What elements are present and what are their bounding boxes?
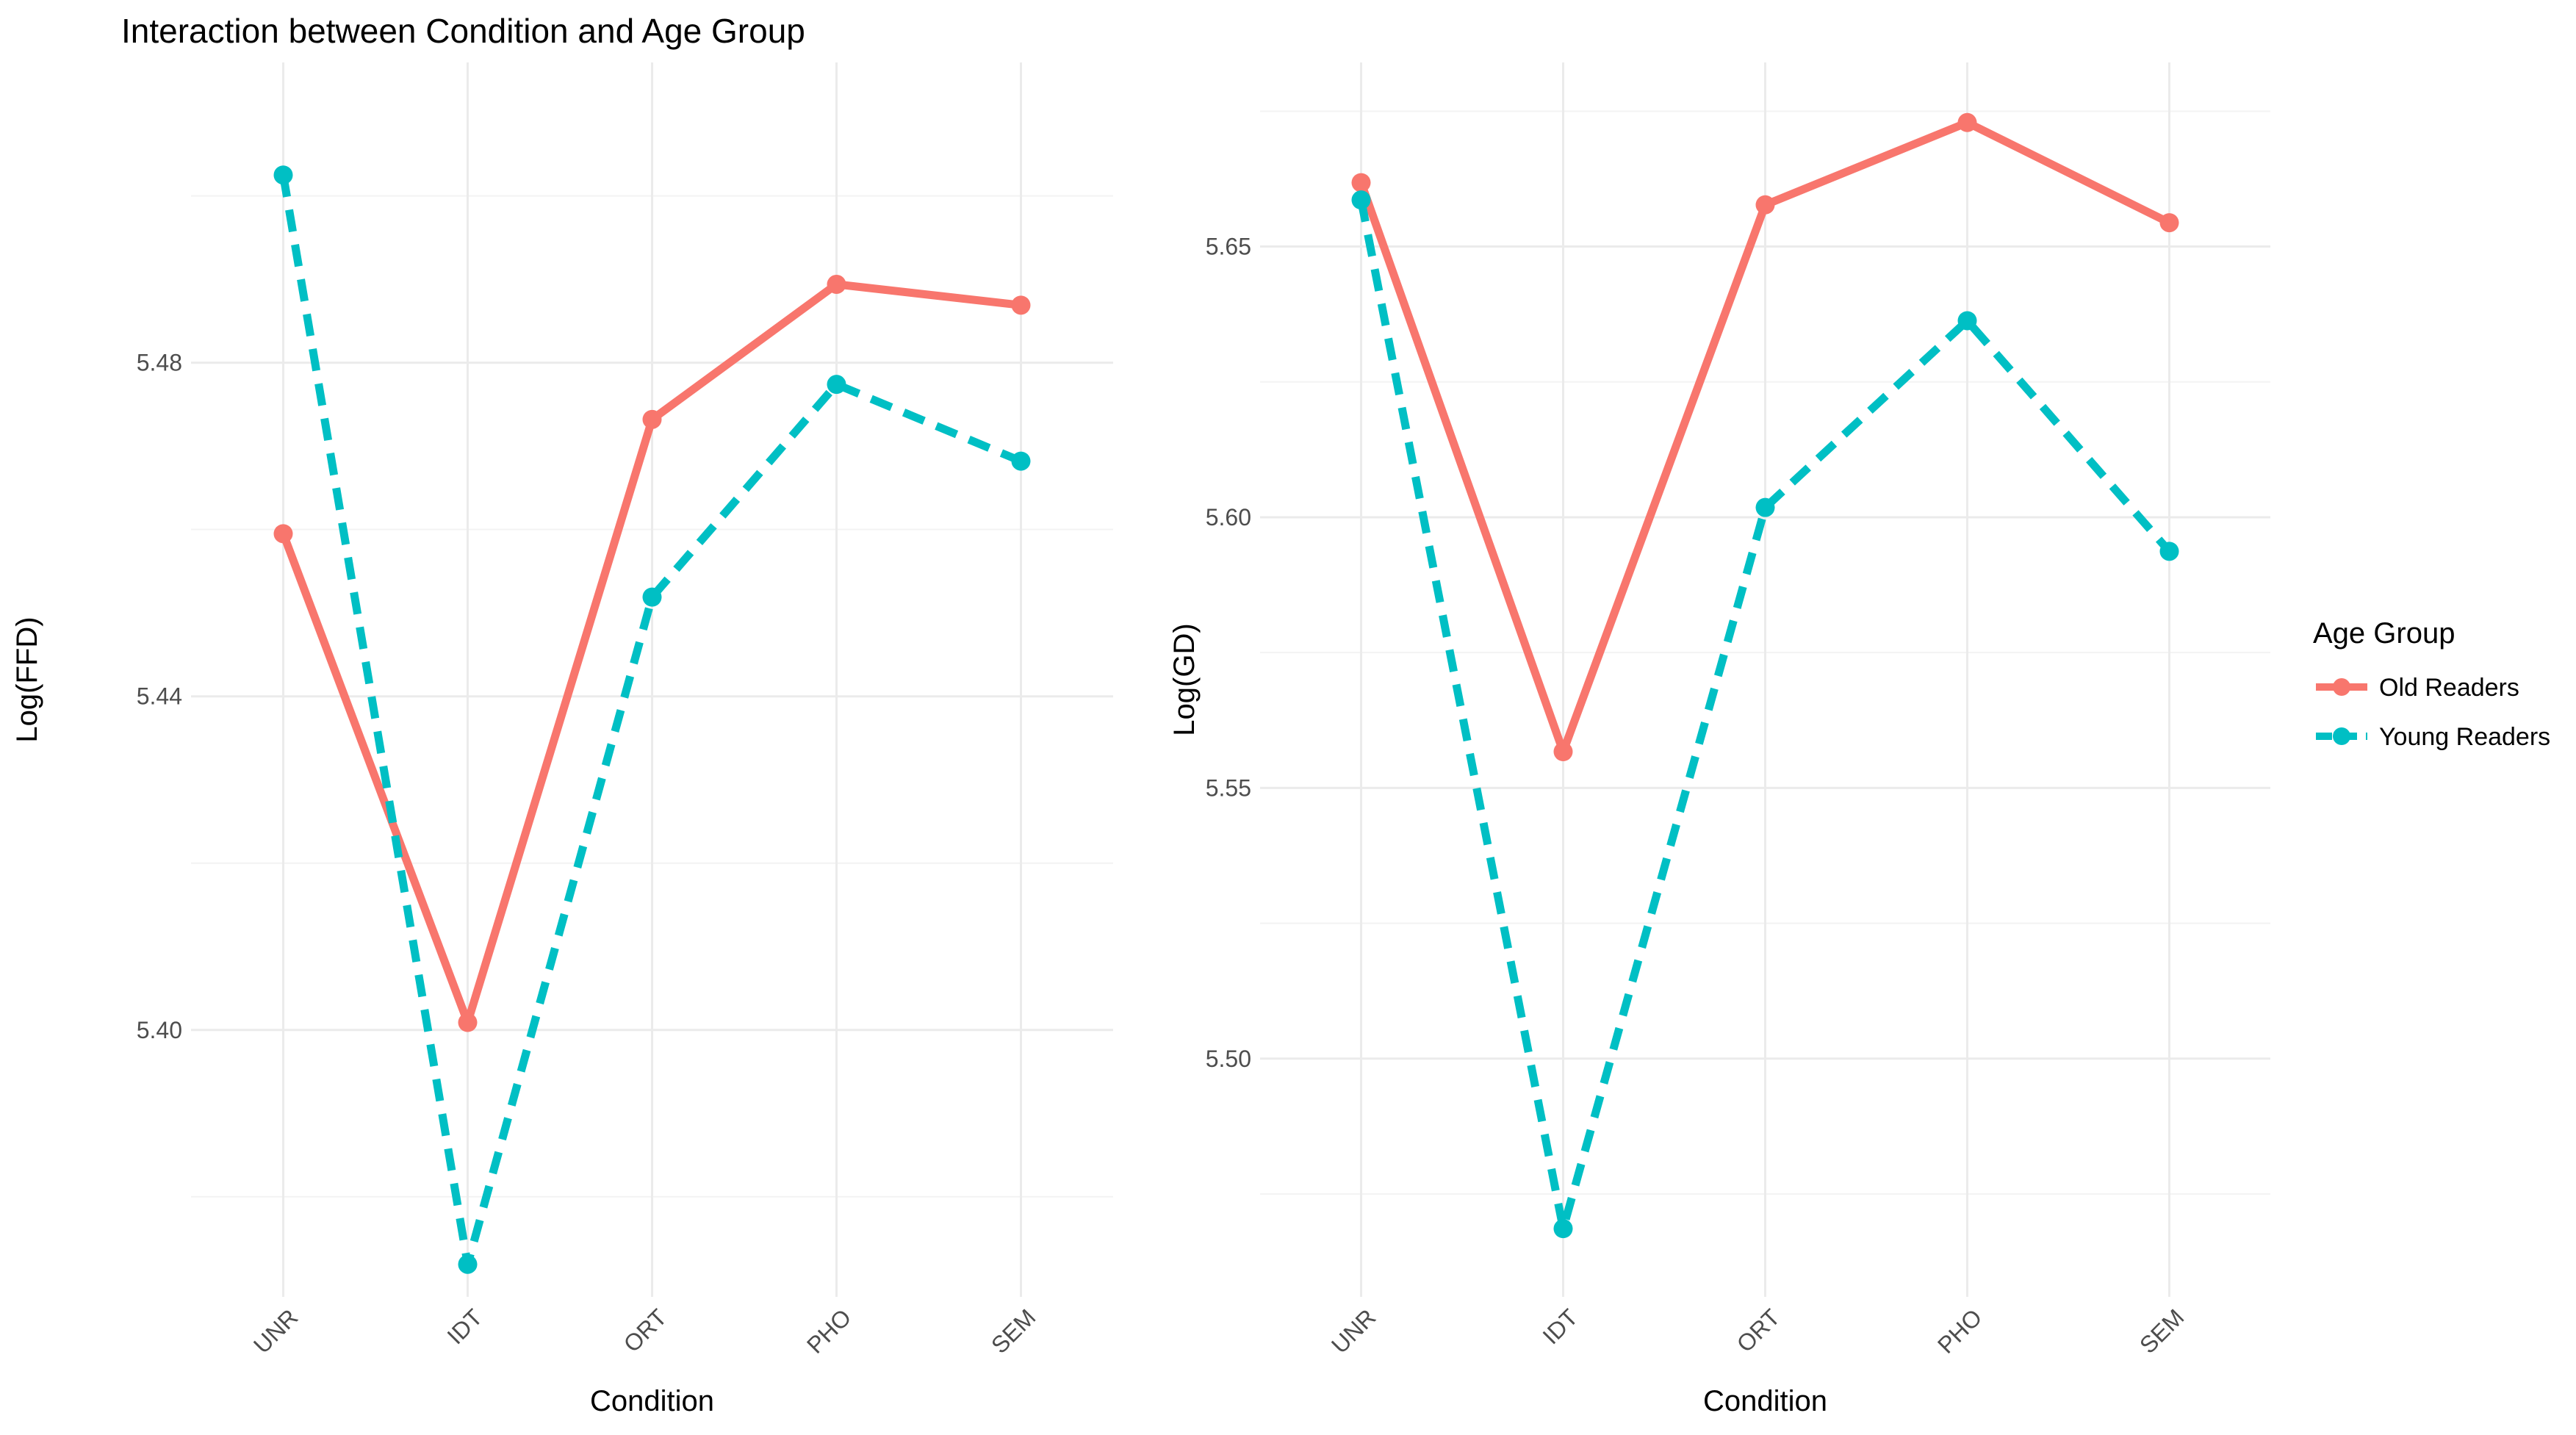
y-tick-label: 5.48 <box>137 350 182 376</box>
data-point-young-readers <box>1011 451 1031 471</box>
legend: Age Group Old Readers Young Readers <box>2313 617 2550 751</box>
y-tick-label: 5.65 <box>1206 234 1251 260</box>
data-point-young-readers <box>458 1254 478 1274</box>
x-axis-title: Condition <box>590 1385 714 1417</box>
y-tick-label: 5.44 <box>137 683 182 710</box>
data-point-old-readers <box>458 1013 478 1032</box>
x-tick-label: ORT <box>619 1303 672 1357</box>
x-tick-label: PHO <box>1932 1303 1987 1358</box>
x-tick-label: IDT <box>442 1303 488 1349</box>
x-tick-label: SEM <box>2134 1303 2189 1358</box>
panel-gd: 5.50 5.55 5.60 5.65 UNR IDT ORT PHO SEM Condition… <box>1168 62 2270 1417</box>
legend-key-point <box>2333 727 2350 745</box>
plot-title: Interaction between Condition and Age Gr… <box>121 12 805 50</box>
y-tick-label: 5.55 <box>1206 774 1251 801</box>
y-tick-label: 5.60 <box>1206 504 1251 531</box>
x-tick-label: PHO <box>802 1303 856 1358</box>
x-tick-label: IDT <box>1538 1303 1583 1349</box>
data-point-old-readers <box>1351 173 1371 193</box>
legend-label: Old Readers <box>2379 674 2519 702</box>
legend-title: Age Group <box>2313 617 2455 650</box>
data-point-young-readers <box>1957 311 1977 331</box>
data-point-young-readers <box>1351 190 1371 210</box>
x-tick-label: ORT <box>1732 1303 1785 1357</box>
data-point-young-readers <box>273 165 293 185</box>
legend-key-point <box>2333 678 2350 696</box>
data-point-young-readers <box>827 375 846 395</box>
panel-ffd: 5.40 5.44 5.48 UNR IDT ORT PHO SEM Condition Log(… <box>11 62 1113 1417</box>
y-axis-title: Log(GD) <box>1168 623 1201 736</box>
data-point-young-readers <box>642 587 662 607</box>
data-point-old-readers <box>2159 213 2179 233</box>
data-point-old-readers <box>1957 112 1977 132</box>
data-point-young-readers <box>1755 497 1775 517</box>
data-point-old-readers <box>1011 295 1031 315</box>
legend-label: Young Readers <box>2379 723 2550 751</box>
y-tick-label: 5.40 <box>137 1017 182 1043</box>
x-axis-title: Condition <box>1703 1385 1827 1417</box>
data-point-young-readers <box>2159 542 2179 561</box>
x-tick-label: SEM <box>986 1303 1040 1358</box>
data-point-young-readers <box>1553 1219 1573 1239</box>
data-point-old-readers <box>273 524 293 544</box>
y-tick-label: 5.50 <box>1206 1046 1251 1072</box>
data-point-old-readers <box>642 409 662 429</box>
data-point-old-readers <box>1755 195 1775 215</box>
data-point-old-readers <box>1553 742 1573 761</box>
x-tick-label: UNR <box>248 1303 303 1358</box>
data-point-old-readers <box>827 274 846 294</box>
x-tick-label: UNR <box>1326 1303 1381 1358</box>
y-axis-title: Log(FFD) <box>11 616 43 742</box>
